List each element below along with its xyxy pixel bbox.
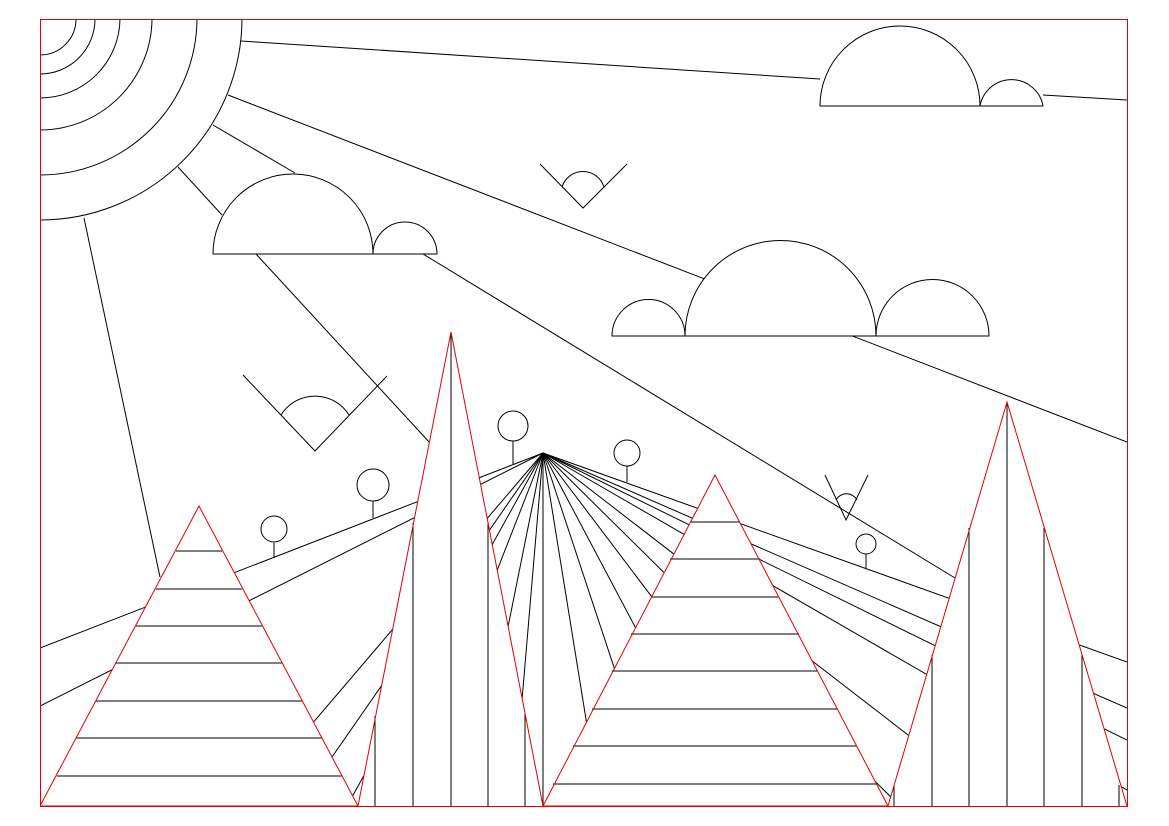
tree-icon xyxy=(260,515,288,558)
mountain-icon xyxy=(887,400,1127,806)
mountain-icon xyxy=(542,473,889,806)
bird-icon xyxy=(824,474,869,522)
bird-icon xyxy=(242,374,388,452)
sun-ray xyxy=(255,253,431,444)
tree-icon xyxy=(855,533,877,568)
sun-ray xyxy=(422,253,956,579)
sun-ray xyxy=(1042,94,1127,101)
sun-rays xyxy=(83,40,1127,579)
sun-ray xyxy=(177,166,223,216)
cloud-icon xyxy=(212,173,438,255)
mountain-icon xyxy=(357,331,544,806)
cloud-icon xyxy=(819,25,1044,107)
tree-icon xyxy=(356,468,390,518)
bird-icon xyxy=(539,163,628,209)
sun-ray xyxy=(212,124,296,174)
sun-ray xyxy=(240,40,821,80)
tree-icon xyxy=(497,410,529,464)
sun-ray xyxy=(227,94,1127,443)
mountain-icon xyxy=(40,504,359,806)
tree-icon xyxy=(613,439,641,482)
frame-border xyxy=(40,19,1128,807)
cloud-icon xyxy=(611,240,990,337)
sun-ray xyxy=(83,217,161,578)
sun-icon xyxy=(40,19,243,221)
